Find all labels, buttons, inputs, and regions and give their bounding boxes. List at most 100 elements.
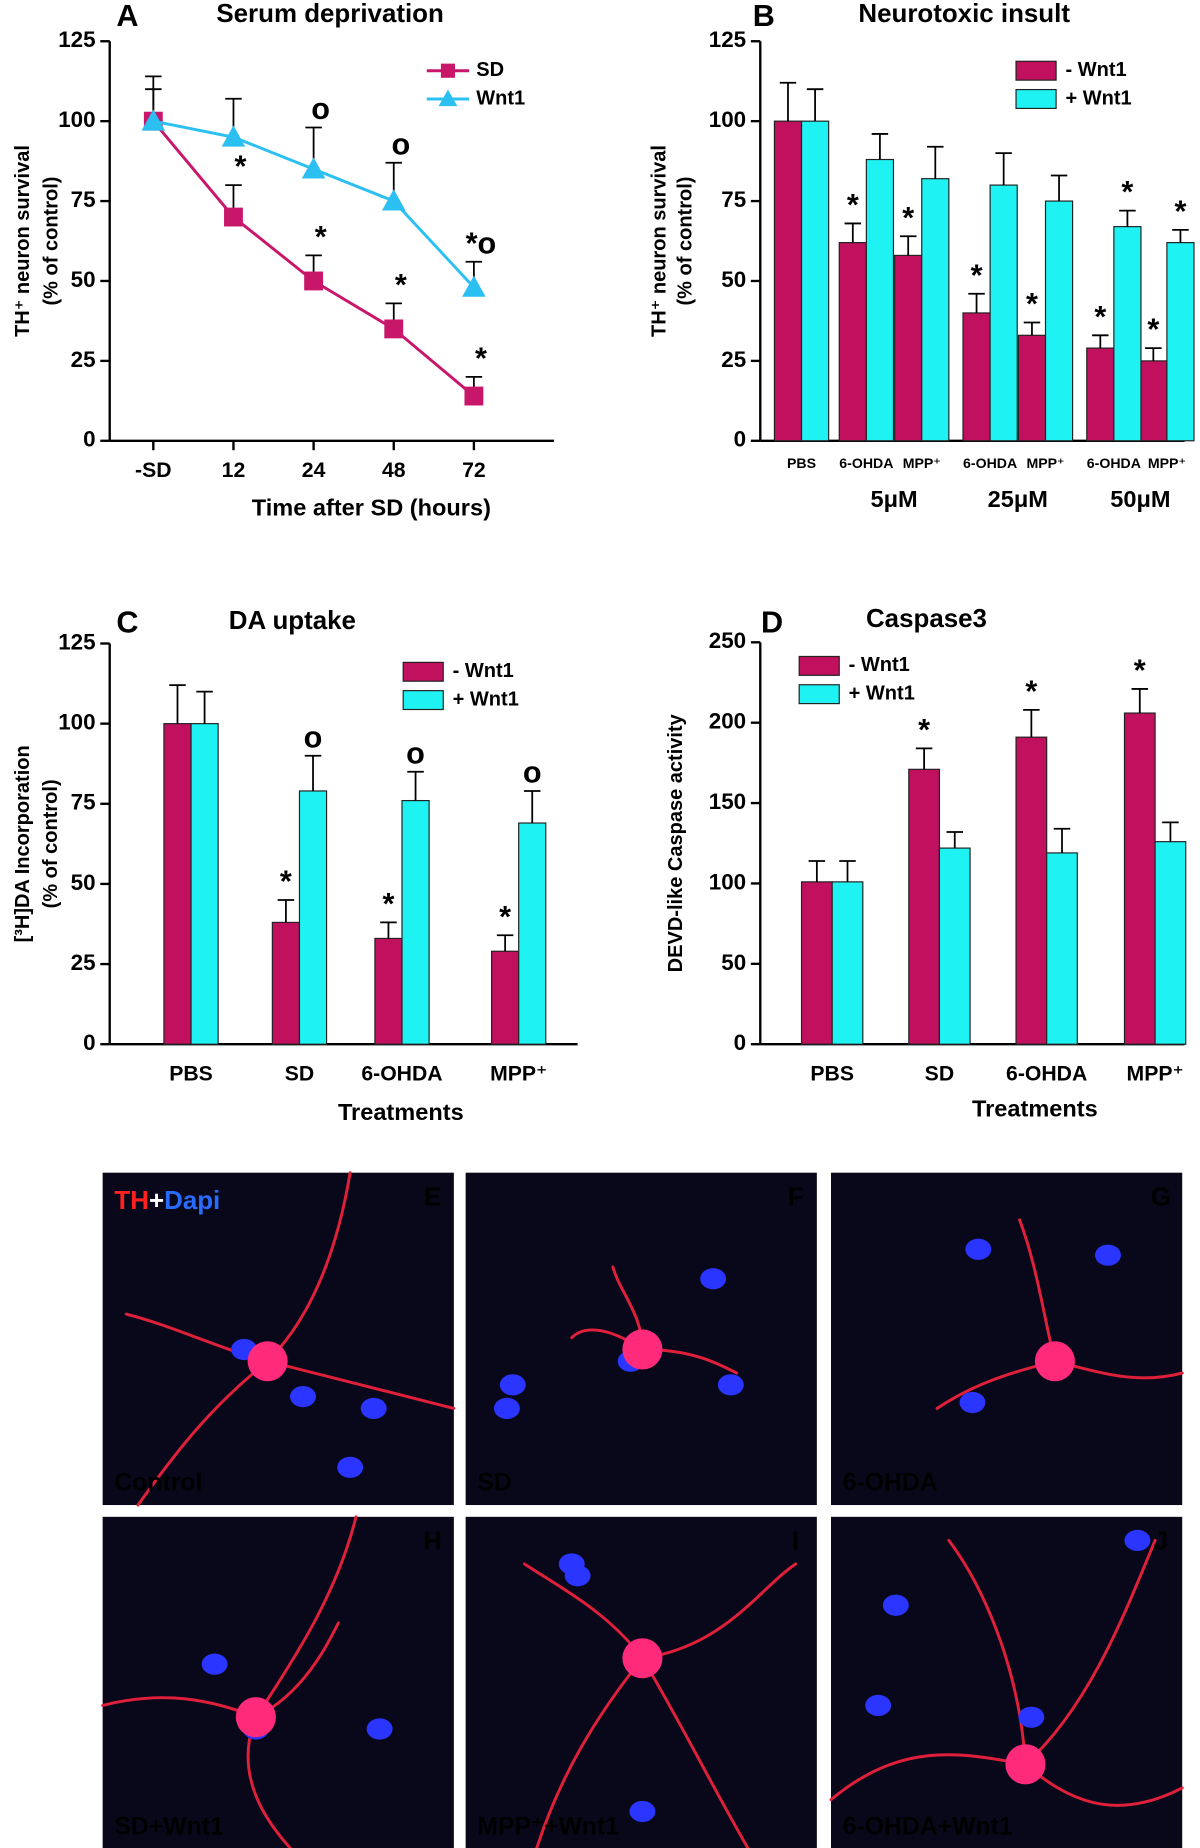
micrograph: F SD bbox=[465, 1172, 817, 1506]
y-tick-label: 125 bbox=[58, 629, 95, 654]
bar bbox=[1139, 360, 1168, 442]
legend-label: Wnt1 bbox=[476, 87, 525, 109]
marker bbox=[384, 319, 404, 339]
bar bbox=[908, 768, 941, 1045]
panel-letter: A bbox=[116, 0, 138, 33]
bar bbox=[401, 799, 430, 1045]
legend-swatch bbox=[402, 690, 444, 711]
legend-swatch bbox=[402, 661, 444, 682]
panel-letter: E bbox=[424, 1183, 441, 1211]
significance-mark: * bbox=[235, 150, 247, 184]
panel-letter: C bbox=[116, 606, 138, 640]
significance-mark: * bbox=[475, 341, 487, 375]
nucleus bbox=[700, 1268, 727, 1290]
x-tick-label: 6-OHDA bbox=[839, 455, 893, 471]
group-label: 50μM bbox=[1110, 486, 1170, 512]
cell-body bbox=[247, 1341, 288, 1382]
y-tick-label: 0 bbox=[83, 427, 95, 452]
micrograph-background bbox=[465, 1516, 817, 1848]
micrograph: E Control bbox=[102, 1171, 456, 1507]
x-tick-label: MPP⁺ bbox=[903, 455, 941, 471]
bar bbox=[1166, 242, 1195, 442]
nucleus bbox=[290, 1386, 316, 1408]
bar bbox=[1044, 200, 1074, 442]
significance-mark: * bbox=[1134, 654, 1146, 688]
micrograph: H SD+Wnt1 bbox=[101, 1515, 454, 1848]
x-tick-label: MPP⁺ bbox=[490, 1062, 547, 1085]
x-tick-label: MPP⁺ bbox=[1127, 1062, 1184, 1085]
nucleus bbox=[564, 1565, 591, 1587]
bar bbox=[1154, 841, 1187, 1045]
bar bbox=[938, 847, 971, 1045]
significance-mark: * bbox=[395, 268, 407, 302]
significance-mark: o bbox=[304, 720, 323, 754]
neurite bbox=[640, 1562, 798, 1660]
y-tick-label: 50 bbox=[721, 267, 746, 292]
significance-mark: * bbox=[847, 188, 859, 222]
significance-mark: * bbox=[1025, 674, 1037, 708]
legend-swatch bbox=[1015, 88, 1057, 110]
y-axis-label: (% of control) bbox=[40, 177, 62, 306]
y-tick-label: 125 bbox=[58, 27, 95, 52]
x-tick-label: 6-OHDA bbox=[1087, 455, 1141, 471]
marker bbox=[224, 207, 243, 227]
significance-mark: * bbox=[315, 220, 327, 254]
panel-letter: D bbox=[761, 606, 783, 640]
nucleus bbox=[959, 1391, 986, 1414]
legend-label: - Wnt1 bbox=[849, 654, 910, 676]
x-tick-label: 6-OHDA bbox=[1006, 1062, 1087, 1085]
x-tick-label: MPP⁺ bbox=[1148, 455, 1186, 471]
neurite bbox=[266, 1359, 456, 1410]
x-tick-label: PBS bbox=[787, 455, 816, 471]
y-tick-label: 25 bbox=[71, 347, 96, 372]
legend-label: + Wnt1 bbox=[1066, 87, 1132, 109]
chart-title: Caspase3 bbox=[866, 605, 987, 633]
panel-label: SD bbox=[477, 1469, 511, 1496]
y-axis-label: TH⁺ neuron survival bbox=[648, 145, 670, 337]
chart-title: Neurotoxic insult bbox=[858, 0, 1070, 28]
legend-label: + Wnt1 bbox=[849, 682, 915, 704]
x-tick-label: 6-OHDA bbox=[963, 455, 1017, 471]
bar bbox=[1015, 736, 1048, 1045]
y-tick-label: 200 bbox=[709, 709, 746, 734]
chart-title: DA uptake bbox=[229, 607, 356, 635]
nucleus bbox=[1124, 1529, 1151, 1551]
nucleus bbox=[360, 1397, 387, 1419]
legend-swatch bbox=[798, 684, 840, 705]
significance-mark: *o bbox=[466, 226, 497, 260]
neurite bbox=[101, 1696, 258, 1719]
significance-mark: * bbox=[918, 713, 930, 747]
bar bbox=[831, 881, 864, 1045]
y-axis-label: DEVD-like Caspase activity bbox=[665, 713, 687, 972]
y-tick-label: 25 bbox=[71, 950, 96, 975]
marker bbox=[304, 271, 324, 291]
marker bbox=[141, 109, 166, 131]
legend-swatch bbox=[1015, 60, 1057, 81]
bar bbox=[1123, 712, 1156, 1045]
bar bbox=[800, 120, 830, 442]
group-label: 25μM bbox=[988, 486, 1048, 512]
y-tick-label: 75 bbox=[721, 187, 746, 212]
panel-letter: G bbox=[1151, 1183, 1171, 1211]
y-tick-label: 100 bbox=[58, 107, 95, 132]
nucleus bbox=[493, 1397, 520, 1419]
y-tick-label: 125 bbox=[709, 27, 746, 52]
y-axis-label: (% of control) bbox=[674, 177, 696, 306]
panel-letter: J bbox=[1154, 1528, 1168, 1556]
y-tick-label: 150 bbox=[709, 789, 746, 814]
marker bbox=[221, 125, 246, 147]
bar bbox=[865, 158, 895, 442]
significance-mark: * bbox=[1174, 194, 1186, 228]
nucleus bbox=[865, 1694, 892, 1716]
bar bbox=[271, 921, 301, 1045]
bar bbox=[490, 950, 520, 1045]
panel-label: Control bbox=[114, 1469, 202, 1496]
cell-body bbox=[235, 1697, 276, 1738]
panel-letter: I bbox=[792, 1528, 799, 1556]
x-axis-label: Treatments bbox=[338, 1099, 464, 1125]
bar bbox=[921, 178, 950, 442]
neurite bbox=[535, 1656, 644, 1848]
neurite bbox=[136, 1359, 270, 1507]
nucleus bbox=[201, 1653, 228, 1675]
nucleus bbox=[337, 1456, 364, 1478]
